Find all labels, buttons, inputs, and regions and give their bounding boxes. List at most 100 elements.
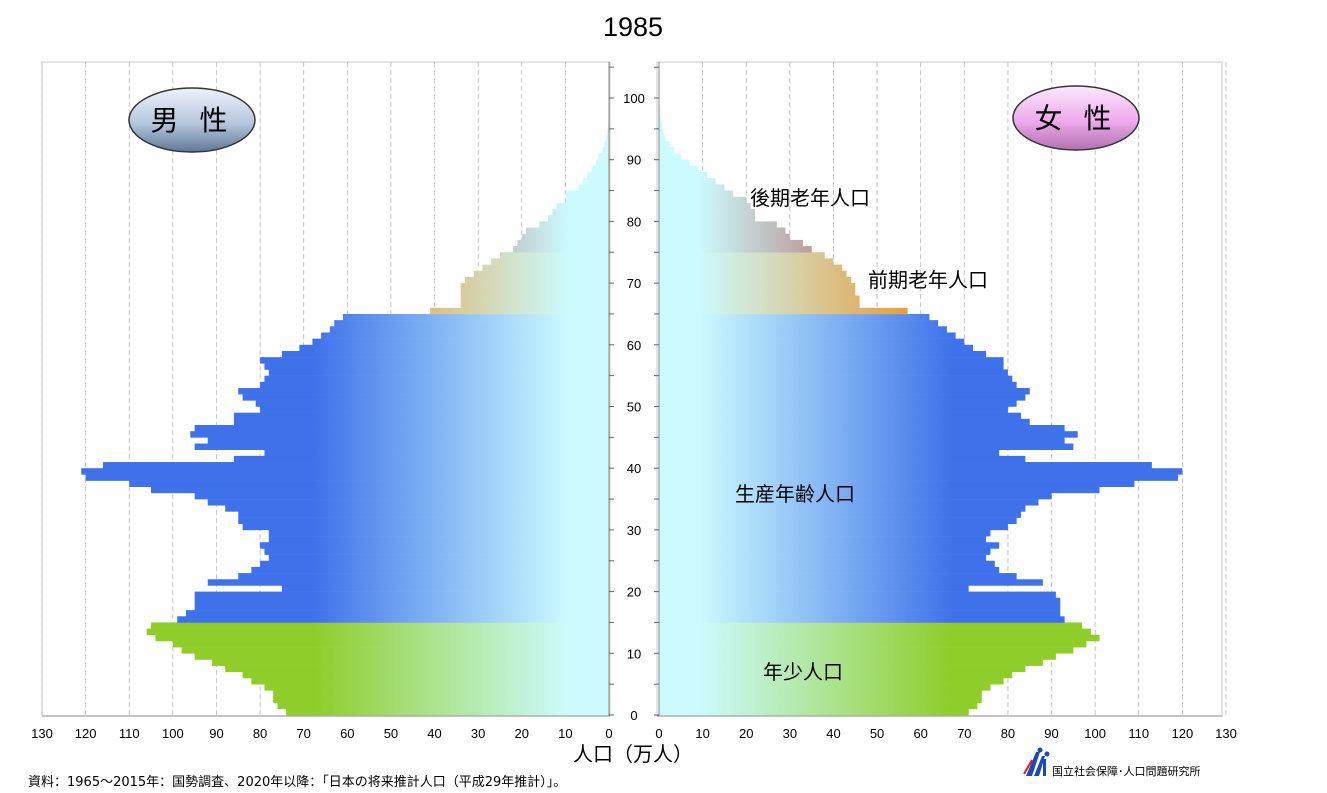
male-bar: [521, 233, 609, 241]
female-bar: [659, 622, 1083, 629]
male-bar: [242, 394, 609, 401]
female-bar: [659, 449, 1000, 457]
female-bar: [659, 406, 1008, 413]
male-bar: [190, 431, 610, 438]
female-x-tick: 80: [1001, 726, 1015, 741]
male-bar: [225, 665, 609, 673]
male-bar: [277, 702, 609, 710]
age-axis-labels: 0 10 20 30 40 50 60 70 80 90 100: [623, 91, 645, 723]
male-bar: [85, 474, 610, 481]
male-bar: [552, 209, 609, 216]
male-bar: [299, 344, 609, 352]
female-bar: [659, 431, 1078, 438]
age-tick: 20: [627, 585, 641, 600]
age-tick: 100: [623, 91, 645, 106]
male-bar: [604, 141, 609, 148]
male-x-tick: 80: [253, 726, 267, 741]
male-bar: [595, 159, 609, 167]
male-bar: [264, 449, 609, 457]
female-bar: [659, 209, 755, 216]
male-bar: [587, 172, 609, 179]
male-x-tick: 0: [605, 726, 612, 741]
male-bar: [264, 684, 609, 691]
female-x-tick: 60: [913, 726, 927, 741]
male-bar: [334, 320, 609, 327]
female-bar: [659, 326, 947, 333]
male-legend-label: 男 性: [151, 104, 234, 137]
female-bar: [659, 628, 1091, 636]
female-bar: [659, 677, 1004, 685]
male-bar: [233, 412, 609, 420]
female-bar: [659, 486, 1100, 494]
male-bar: [146, 628, 609, 636]
male-bar: [598, 153, 609, 160]
female-bar: [659, 505, 1026, 512]
male-bar: [233, 418, 609, 426]
female-x-tick: 40: [826, 726, 840, 741]
female-bar: [659, 548, 991, 555]
female-x-tick: 70: [957, 726, 971, 741]
female-bar: [659, 350, 987, 358]
age-tick: 0: [630, 708, 637, 723]
female-bar: [659, 616, 1065, 623]
female-bar: [659, 153, 681, 160]
male-bar: [602, 147, 609, 154]
male-bar: [286, 708, 609, 716]
label-working-age: 生産年齢人口: [735, 482, 855, 506]
female-bar: [659, 196, 747, 204]
female-bar: [659, 338, 965, 346]
female-bar: [659, 128, 664, 136]
female-legend: 女 性: [1012, 85, 1140, 151]
male-bar: [194, 492, 609, 500]
male-bar: [238, 511, 609, 518]
female-bar: [659, 381, 1017, 389]
female-bar: [659, 116, 662, 123]
female-bar: [659, 659, 1043, 666]
female-bar: [659, 122, 663, 130]
male-bar: [281, 585, 609, 592]
female-bar: [659, 320, 939, 327]
female-bar: [659, 665, 1026, 673]
female-bar: [659, 387, 1030, 395]
female-bar: [659, 400, 1017, 407]
male-x-tick: 70: [296, 726, 310, 741]
male-x-tick: 50: [384, 726, 398, 741]
male-bar: [233, 455, 609, 463]
male-bar: [264, 548, 609, 555]
age-tick: 70: [627, 276, 641, 291]
female-bar: [659, 202, 751, 210]
female-bar: [659, 462, 1152, 469]
male-bar: [430, 307, 609, 315]
male-bar: [547, 215, 609, 222]
male-bars: [81, 110, 610, 716]
female-bar: [659, 554, 987, 562]
female-bar: [659, 523, 1008, 531]
male-bar: [207, 579, 609, 586]
male-bar: [268, 369, 609, 376]
female-bar: [659, 418, 1030, 426]
male-bar: [591, 165, 609, 173]
female-bar: [659, 252, 825, 259]
male-bar: [194, 653, 609, 660]
male-bar: [212, 659, 609, 666]
female-x-tick: 20: [739, 726, 753, 741]
male-bar: [460, 289, 609, 296]
male-bar: [207, 437, 609, 444]
female-bar: [659, 221, 777, 228]
female-bar: [659, 178, 716, 185]
male-bar: [273, 696, 609, 703]
male-bar: [312, 338, 609, 346]
female-bar: [659, 233, 790, 241]
male-x-tick: 30: [471, 726, 485, 741]
female-bar: [659, 579, 1043, 586]
female-bar: [659, 313, 930, 321]
female-bar: [659, 560, 995, 568]
male-bar: [260, 381, 609, 389]
male-bar: [155, 634, 609, 642]
male-bar: [151, 486, 610, 494]
female-bar: [659, 480, 1135, 488]
female-bars: [659, 91, 1183, 716]
female-x-tick: 120: [1172, 726, 1194, 741]
male-bar: [268, 536, 609, 543]
male-bar: [473, 270, 609, 278]
